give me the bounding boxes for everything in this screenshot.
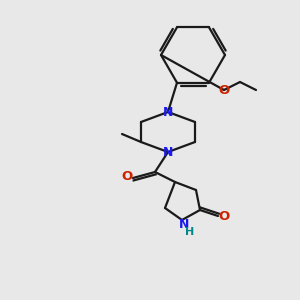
Text: H: H (185, 227, 195, 237)
Text: N: N (163, 106, 173, 118)
Text: N: N (163, 146, 173, 158)
Text: O: O (218, 209, 230, 223)
Text: O: O (122, 170, 133, 184)
Text: O: O (218, 83, 230, 97)
Text: N: N (179, 218, 189, 232)
